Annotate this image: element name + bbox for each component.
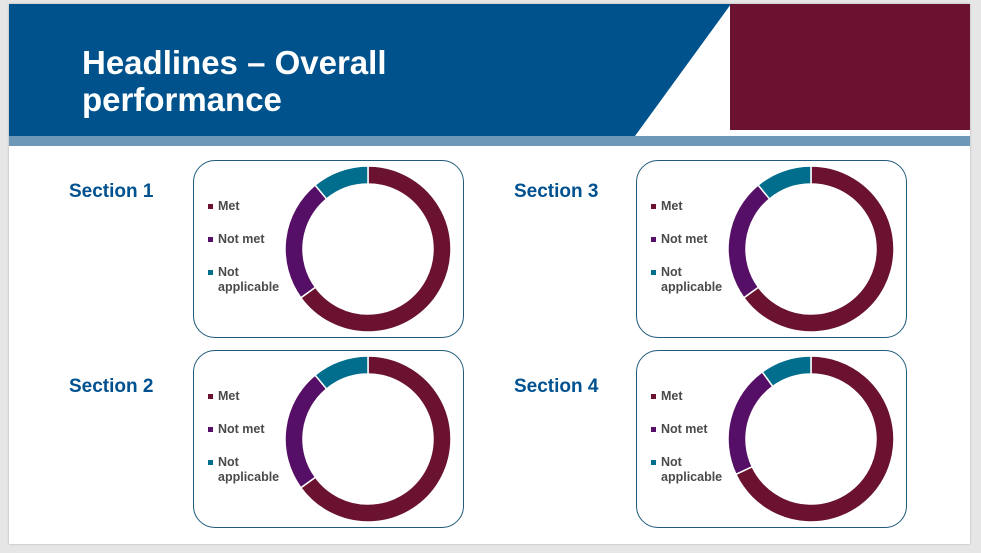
legend-label-not-applicable: Not applicable bbox=[218, 455, 280, 484]
slice-met bbox=[299, 355, 452, 523]
legend-item-not-applicable: Not applicable bbox=[651, 455, 739, 485]
header-maroon-block bbox=[730, 4, 970, 130]
legend-label-met: Met bbox=[218, 199, 240, 213]
chart-legend: Met Not met Not applicable bbox=[651, 199, 739, 313]
chart-legend: Met Not met Not applicable bbox=[208, 199, 296, 313]
legend-item-not-applicable: Not applicable bbox=[651, 265, 739, 295]
section-1-card: Met Not met Not applicable bbox=[193, 160, 464, 338]
legend-swatch-met bbox=[208, 394, 213, 399]
section-2-label: Section 2 bbox=[69, 376, 154, 397]
legend-swatch-not-met bbox=[208, 427, 213, 432]
header-band bbox=[9, 4, 970, 146]
header-stripe bbox=[9, 136, 970, 146]
legend-label-not-met: Not met bbox=[661, 422, 708, 436]
section-4-label: Section 4 bbox=[514, 376, 599, 397]
slice-not-met bbox=[284, 183, 328, 299]
legend-item-not-applicable: Not applicable bbox=[208, 455, 296, 485]
chart-legend: Met Not met Not applicable bbox=[651, 389, 739, 503]
legend-label-not-met: Not met bbox=[661, 232, 708, 246]
legend-swatch-not-applicable bbox=[651, 270, 656, 275]
section-2-card: Met Not met Not applicable bbox=[193, 350, 464, 528]
legend-item-not-applicable: Not applicable bbox=[208, 265, 296, 295]
section-1-donut-chart bbox=[284, 165, 452, 333]
slice-not-met bbox=[727, 183, 771, 299]
legend-swatch-not-applicable bbox=[208, 270, 213, 275]
slice-not-applicable bbox=[757, 165, 812, 200]
section-3-donut-chart bbox=[727, 165, 895, 333]
legend-swatch-not-met bbox=[651, 237, 656, 242]
legend-item-not-met: Not met bbox=[651, 422, 739, 437]
section-3-label: Section 3 bbox=[514, 181, 599, 202]
title-line-1: Headlines – Overall bbox=[82, 44, 387, 81]
section-4-donut-chart bbox=[727, 355, 895, 523]
legend-item-met: Met bbox=[651, 389, 739, 404]
slice-met bbox=[742, 165, 895, 333]
legend-item-not-met: Not met bbox=[208, 422, 296, 437]
page-title: Headlines – Overall performance bbox=[82, 44, 542, 118]
legend-swatch-not-met bbox=[651, 427, 656, 432]
legend-item-not-met: Not met bbox=[208, 232, 296, 247]
section-1-label: Section 1 bbox=[69, 181, 154, 202]
legend-swatch-not-applicable bbox=[208, 460, 213, 465]
legend-swatch-not-met bbox=[208, 237, 213, 242]
legend-label-met: Met bbox=[218, 389, 240, 403]
slice-not-applicable bbox=[761, 355, 812, 388]
section-2-donut-chart bbox=[284, 355, 452, 523]
legend-label-not-applicable: Not applicable bbox=[661, 455, 723, 484]
legend-swatch-met bbox=[651, 394, 656, 399]
legend-swatch-met bbox=[651, 204, 656, 209]
slice-not-met bbox=[284, 373, 328, 489]
slice-met bbox=[734, 355, 895, 523]
legend-item-met: Met bbox=[208, 389, 296, 404]
legend-swatch-not-applicable bbox=[651, 460, 656, 465]
legend-item-met: Met bbox=[208, 199, 296, 214]
section-4-card: Met Not met Not applicable bbox=[636, 350, 907, 528]
slide: Headlines – Overall performance Section … bbox=[9, 4, 970, 544]
slice-not-applicable bbox=[314, 165, 369, 200]
slice-not-met bbox=[727, 370, 774, 476]
legend-swatch-met bbox=[208, 204, 213, 209]
slice-met bbox=[299, 165, 452, 333]
legend-label-met: Met bbox=[661, 199, 683, 213]
section-3-card: Met Not met Not applicable bbox=[636, 160, 907, 338]
legend-label-not-applicable: Not applicable bbox=[218, 265, 280, 294]
legend-label-not-met: Not met bbox=[218, 422, 265, 436]
legend-label-met: Met bbox=[661, 389, 683, 403]
legend-label-not-met: Not met bbox=[218, 232, 265, 246]
legend-item-not-met: Not met bbox=[651, 232, 739, 247]
legend-item-met: Met bbox=[651, 199, 739, 214]
slice-not-applicable bbox=[314, 355, 369, 390]
legend-label-not-applicable: Not applicable bbox=[661, 265, 723, 294]
title-line-2: performance bbox=[82, 81, 282, 118]
chart-legend: Met Not met Not applicable bbox=[208, 389, 296, 503]
